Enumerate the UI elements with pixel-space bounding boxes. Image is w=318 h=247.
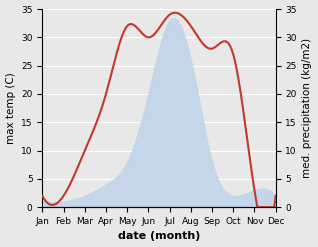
- X-axis label: date (month): date (month): [118, 231, 200, 242]
- Y-axis label: med. precipitation (kg/m2): med. precipitation (kg/m2): [302, 38, 313, 178]
- Y-axis label: max temp (C): max temp (C): [5, 72, 16, 144]
